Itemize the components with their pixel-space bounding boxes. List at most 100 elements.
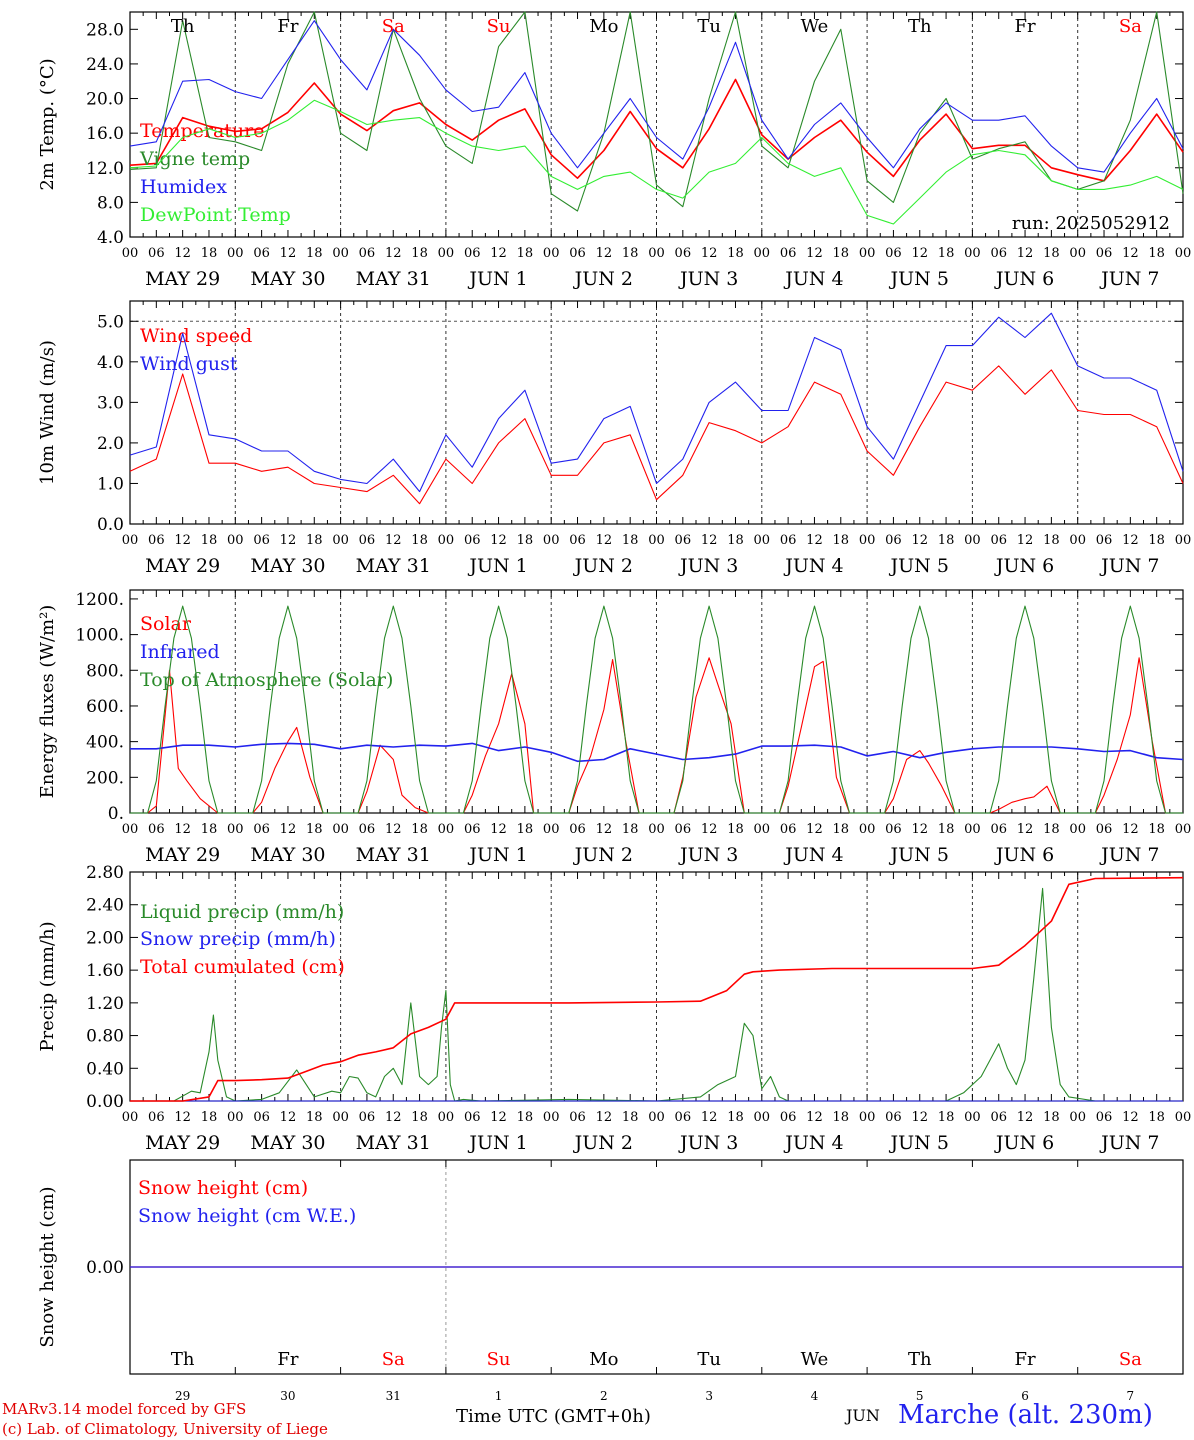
day-label: Tu <box>697 16 721 37</box>
hour-label: 12 <box>596 822 613 837</box>
hour-label: 18 <box>201 1110 218 1125</box>
legend-entry: Vigne temp <box>139 148 250 170</box>
date-label: MAY 31 <box>356 555 431 577</box>
hour-label: 06 <box>148 246 165 261</box>
legend-entry: Snow height (cm) <box>138 1177 308 1199</box>
date-label: JUN 2 <box>573 1132 633 1154</box>
series-line-wind-speed <box>129 365 1184 505</box>
hour-label: 00 <box>227 246 244 261</box>
hour-label: 06 <box>990 246 1007 261</box>
hour-label: 06 <box>990 1110 1007 1125</box>
hour-label: 00 <box>648 246 665 261</box>
y-tick-label: 4.0 <box>97 228 124 248</box>
hour-label: 12 <box>490 533 507 548</box>
hour-label: 00 <box>964 822 981 837</box>
date-label: JUN 1 <box>467 1132 527 1154</box>
hour-label: 00 <box>964 1110 981 1125</box>
station-name: Marche (alt. 230m) <box>898 1400 1153 1430</box>
hour-label: 06 <box>569 822 586 837</box>
day-number-label: 5 <box>916 1389 924 1403</box>
legend-entry: Infrared <box>140 641 220 663</box>
hour-label: 12 <box>1122 1110 1139 1125</box>
hour-label: 06 <box>990 533 1007 548</box>
hour-label: 12 <box>174 246 191 261</box>
day-number-label: 7 <box>1127 1389 1135 1403</box>
hour-label: 18 <box>938 822 955 837</box>
date-label: MAY 29 <box>145 1132 220 1154</box>
date-label: MAY 29 <box>145 268 220 290</box>
hour-label: 18 <box>201 822 218 837</box>
date-label: JUN 1 <box>467 555 527 577</box>
hour-label: 00 <box>1175 246 1192 261</box>
y-tick-label: 0.80 <box>86 1027 124 1047</box>
hour-label: 00 <box>332 533 349 548</box>
hour-label: 12 <box>701 1110 718 1125</box>
hour-label: 18 <box>833 533 850 548</box>
date-label: JUN 2 <box>573 555 633 577</box>
legend-entry: DewPoint Temp <box>140 204 291 226</box>
hour-label: 00 <box>1069 822 1086 837</box>
day-number-label: 1 <box>495 1389 503 1403</box>
day-label: Sa <box>382 1349 405 1370</box>
hour-label: 00 <box>122 246 139 261</box>
y-tick-label: 1.20 <box>86 994 124 1014</box>
date-label: JUN 6 <box>994 844 1054 866</box>
hour-label: 06 <box>464 246 481 261</box>
hour-label: 00 <box>754 246 771 261</box>
hour-label: 18 <box>622 822 639 837</box>
hour-label: 18 <box>622 246 639 261</box>
y-tick-label: 800. <box>86 661 124 681</box>
legend-entry: Humidex <box>140 176 227 198</box>
hour-label: 18 <box>727 246 744 261</box>
hour-label: 00 <box>859 533 876 548</box>
y-tick-label: 2.0 <box>97 434 124 454</box>
hour-label: 06 <box>1096 246 1113 261</box>
hour-label: 12 <box>280 533 297 548</box>
hour-label: 06 <box>464 533 481 548</box>
day-label: Sa <box>1119 1349 1142 1370</box>
hour-label: 06 <box>464 822 481 837</box>
hour-label: 00 <box>438 246 455 261</box>
hour-label: 00 <box>754 1110 771 1125</box>
hour-label: 00 <box>543 822 560 837</box>
hour-label: 18 <box>727 533 744 548</box>
month-label: JUN <box>846 1406 880 1425</box>
hour-label: 12 <box>911 246 928 261</box>
legend-entry: Wind gust <box>140 353 238 375</box>
hour-label: 18 <box>622 1110 639 1125</box>
hour-label: 18 <box>1043 1110 1060 1125</box>
legend-entry: Total cumulated (cm) <box>140 956 345 978</box>
hour-label: 06 <box>148 1110 165 1125</box>
hour-label: 06 <box>885 822 902 837</box>
series-line-wind-gust <box>129 312 1184 493</box>
hour-label: 12 <box>174 822 191 837</box>
date-label: JUN 5 <box>889 555 949 577</box>
hour-label: 18 <box>1043 533 1060 548</box>
panel-4: 0.00 0.40 0.80 1.20 1.60 2.00 2.40 2.80 Precip (… <box>37 863 1191 1154</box>
day-label: Th <box>171 1349 195 1370</box>
hour-label: 06 <box>148 533 165 548</box>
hour-label: 12 <box>701 533 718 548</box>
series-line-top-of-atmosphere-solar- <box>130 605 1183 814</box>
y-axis-title: 10m Wind (m/s) <box>37 340 58 485</box>
hour-label: 06 <box>675 246 692 261</box>
hour-label: 18 <box>306 822 323 837</box>
hour-label: 18 <box>938 1110 955 1125</box>
hour-label: 18 <box>938 533 955 548</box>
hour-label: 18 <box>833 822 850 837</box>
hour-label: 00 <box>1175 822 1192 837</box>
hour-label: 00 <box>648 1110 665 1125</box>
hour-label: 18 <box>306 1110 323 1125</box>
date-label: MAY 29 <box>145 844 220 866</box>
hour-label: 12 <box>1122 533 1139 548</box>
hour-label: 06 <box>253 822 270 837</box>
day-label: Mo <box>589 16 618 37</box>
hour-label: 12 <box>280 246 297 261</box>
y-tick-label: 5.0 <box>97 312 124 332</box>
y-tick-label: 1200. <box>75 590 124 610</box>
hour-label: 12 <box>385 1110 402 1125</box>
y-tick-label: 0.00 <box>86 1258 124 1278</box>
hour-label: 06 <box>569 246 586 261</box>
lab-credit-text: (c) Lab. of Climatology, University of L… <box>2 1420 328 1438</box>
day-label: Su <box>487 16 511 37</box>
